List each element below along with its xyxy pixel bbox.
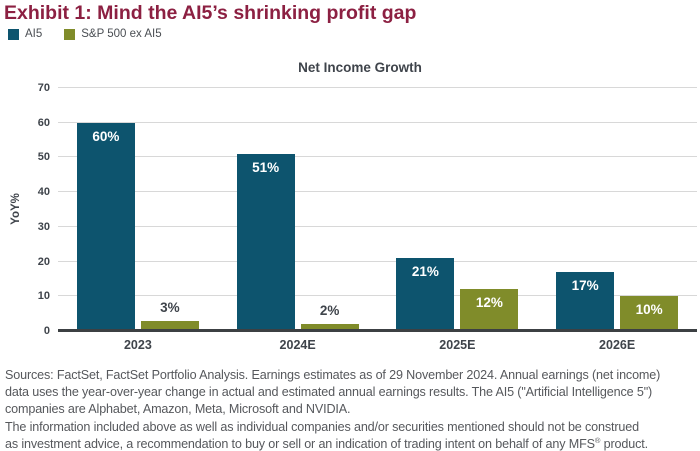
legend-swatch-sp500-icon	[64, 28, 76, 40]
x-axis-baseline	[58, 329, 697, 332]
gridline	[58, 191, 697, 193]
gridline	[58, 87, 697, 88]
footer-last-pre: as investment advice, a recommendation t…	[5, 436, 595, 451]
y-tick-label: 20	[37, 255, 50, 268]
gridline	[58, 121, 697, 123]
legend-label-ai5: AI5	[25, 28, 43, 40]
footer-line: companies are Alphabet, Amazon, Meta, Mi…	[5, 402, 351, 417]
gridline	[58, 225, 697, 227]
legend-swatch-ai5-icon	[8, 28, 19, 40]
bar-s-p-500-ex-ai5: 3%	[140, 300, 199, 331]
bar-ai5: 60%	[76, 122, 135, 331]
bar-value-label: 3%	[160, 299, 180, 315]
footer-last-post: product.	[600, 436, 648, 451]
bar-s-p-500-ex-ai5: 10%	[620, 296, 679, 331]
footer-line-last: as investment advice, a recommendation t…	[5, 436, 699, 451]
x-axis-label: 2024E	[279, 338, 316, 352]
source-disclaimer-text: Sources: FactSet, FactSet Portfolio Anal…	[5, 367, 699, 451]
bar-group-2026e: 17% 10%	[537, 88, 697, 331]
page-title: Exhibit 1: Mind the AI5’s shrinking prof…	[4, 2, 417, 24]
footer-line: data uses the year-over-year change in a…	[5, 385, 653, 400]
footer-line: The information included above as well a…	[5, 419, 639, 434]
gridline	[58, 260, 697, 262]
bar-value-label: 12%	[475, 295, 503, 311]
x-axis-label: 2023	[123, 338, 152, 352]
bar-group-2023: 60% 3%	[58, 88, 218, 331]
legend-item-ai5: AI5	[8, 28, 42, 40]
bar-ai5: 17%	[556, 272, 615, 331]
y-tick-label: 30	[37, 220, 50, 233]
y-axis-ticks: 0 10 20 30 40 50 60 70	[0, 82, 50, 337]
y-tick-label: 60	[37, 116, 50, 129]
bar-s-p-500-ex-ai5: 2%	[300, 303, 359, 331]
registered-mark: ®	[594, 435, 601, 445]
bar-value-label: 51%	[252, 159, 280, 175]
gridline	[58, 156, 697, 158]
bar-ai5: 21%	[396, 258, 455, 331]
plot-area: 60% 3% 51% 2% 21% 12% 17% 10%	[58, 87, 697, 332]
gridline	[58, 295, 697, 297]
footer-line: Sources: FactSet, FactSet Portfolio Anal…	[5, 368, 661, 382]
x-axis-label: 2025E	[439, 338, 476, 352]
bar-value-label: 2%	[319, 303, 340, 319]
x-axis-label: 2026E	[599, 338, 636, 352]
bar-value-label: 17%	[571, 278, 599, 293]
bar-ai5: 51%	[236, 153, 295, 331]
bars: 60% 3% 51% 2% 21% 12% 17% 10%	[58, 88, 697, 331]
y-tick-label: 50	[37, 151, 50, 164]
chart-legend: AI5 S&P 500 ex AI5	[8, 28, 162, 40]
bar-value-label: 21%	[411, 264, 439, 280]
chart-title: Net Income Growth	[298, 60, 422, 75]
bar-s-p-500-ex-ai5: 12%	[460, 289, 519, 331]
y-tick-label: 10	[37, 290, 50, 303]
y-tick-label: 40	[37, 186, 50, 199]
x-axis-labels: 2023 2024E 2025E 2026E	[58, 338, 697, 352]
bar-group-2025e: 21% 12%	[378, 88, 538, 331]
legend-label-sp500-ex-ai5: S&P 500 ex AI5	[81, 28, 162, 40]
bar-group-2024e: 51% 2%	[218, 88, 378, 331]
legend-item-sp500-ex-ai5: S&P 500 ex AI5	[64, 28, 162, 40]
bar-value-label: 60%	[92, 128, 120, 144]
y-tick-label: 0	[43, 325, 50, 337]
bar-value-label: 10%	[635, 302, 663, 318]
y-tick-label: 70	[37, 82, 50, 94]
